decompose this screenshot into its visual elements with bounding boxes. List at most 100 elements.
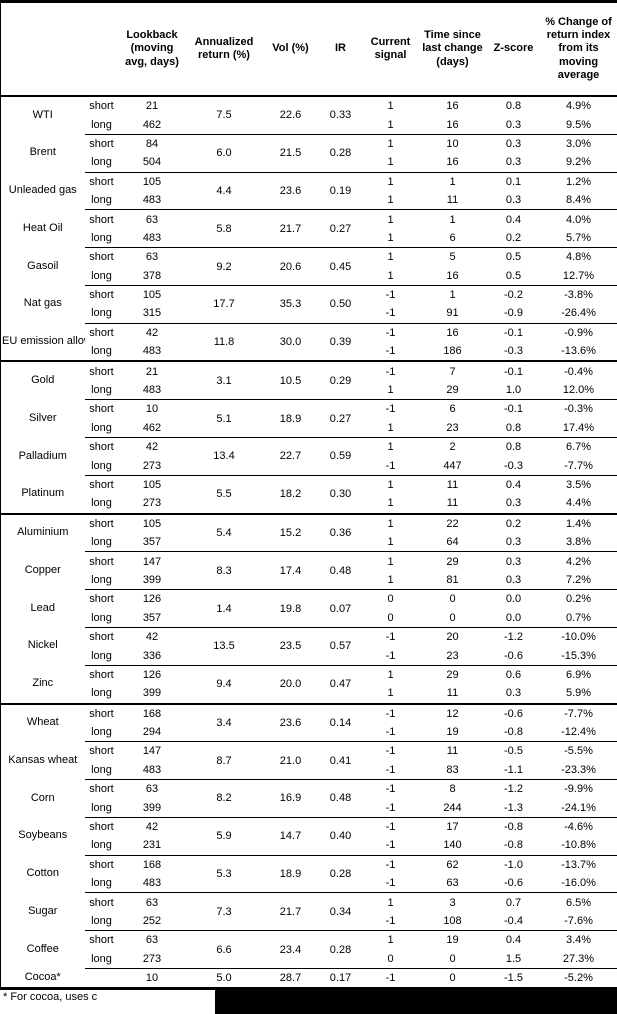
current-signal-value: 1 [362,133,419,154]
time-since-value: 91 [446,307,459,320]
lookback-value: 63 [118,247,186,267]
commodity-name-cell: Cotton [26,867,59,880]
current-signal-value: 1 [362,892,419,912]
table-row: long 336 -1 23 -0.6 -15.3% [1,646,617,665]
vol-value: 17.4 [262,551,319,590]
table-row: Unleaded gas short 105 4.4 23.6 0.19 1 1 0.1 1.2% [1,171,617,210]
lookback-value: 42 [118,322,186,343]
zscore-value: 0.8 [486,437,541,457]
lookback-value: 483 [142,763,162,776]
table-row: long 357 1 64 0.3 3.8% [1,533,617,552]
commodity-name-cell: Kansas wheat [8,753,78,766]
lookback-value: 273 [142,497,162,510]
current-signal-value: 1 [387,231,394,244]
table-row: long 231 -1 140 -0.8 -10.8% [1,836,617,855]
header-lookback: Lookback (moving avg, days) [118,1,186,97]
time-since-value: 11 [446,194,459,207]
pct-change-value: 6.9% [540,664,617,685]
zscore-value: -0.2 [486,284,541,305]
time-since-value: 11 [446,687,459,700]
annualized-return-value: 5.1 [185,399,263,438]
leg-label: short [84,551,119,571]
table-row: long 252 -1 108 -0.4 -7.6% [1,912,617,931]
current-signal-value: -1 [385,801,396,814]
lookback-value: 294 [142,726,162,739]
time-since-value: 0 [418,967,487,991]
current-signal-value: 1 [387,194,394,207]
zscore-value: 0.1 [486,171,541,191]
pct-change-value: 27.3% [562,952,595,965]
lookback-value: 42 [118,626,186,647]
pct-change-value: 1.2% [540,171,617,191]
pct-change-value: 0.2% [540,589,617,609]
leg-label: short [84,360,119,381]
zscore-value: 0.0 [486,589,541,609]
commodity-name-cell: Wheat [0,702,85,742]
pct-change-value: 5.9% [565,687,592,700]
table-body: WTI short 21 7.5 22.6 0.33 1 16 0.8 4.9% long 462 1 1… [0,95,617,991]
time-since-value: 10 [418,133,487,154]
current-signal-value: -1 [362,741,419,761]
zscore-value: 1.5 [505,952,522,965]
time-since-value: 1 [418,284,487,305]
lookback-value: 10 [118,399,186,419]
zscore-value: 0.0 [505,611,522,624]
table-row: long 483 1 6 0.2 5.7% [1,229,617,248]
time-since-value: 11 [418,474,487,495]
zscore-value: -1.1 [504,763,523,776]
lookback-value: 168 [118,854,186,875]
current-signal-value: -1 [385,307,396,320]
lookback-value: 315 [142,307,162,320]
zscore-value: -0.8 [504,726,523,739]
ir-value: 0.50 [318,284,363,324]
momentum-signals-table: Lookback (moving avg, days) Annualized r… [0,0,617,991]
time-since-value: 23 [446,649,459,662]
lookback-value: 105 [118,512,186,533]
annualized-return-value: 1.4 [185,589,263,628]
lookback-value: 462 [142,421,162,434]
table-row: long 357 0 0 0.0 0.7% [1,609,617,628]
ir-value: 0.47 [318,664,363,704]
lookback-value: 483 [142,384,162,397]
pct-change-value: 4.8% [540,247,617,267]
leg-label: short [84,474,119,495]
current-signal-value: 1 [387,573,394,586]
zscore-value: 0.3 [505,497,522,510]
zscore-value: 0.3 [486,133,541,154]
time-since-value: 0 [449,611,456,624]
leg-label [84,967,119,991]
leg-label: long [91,307,112,320]
pct-change-value: -13.6% [561,345,596,358]
current-signal-value: 1 [387,156,394,169]
vol-value: 20.6 [262,247,319,286]
table-row: long 483 -1 63 -0.6 -16.0% [1,874,617,893]
time-since-value: 5 [418,247,487,267]
leg-label: short [84,779,119,799]
time-since-value: 12 [418,702,487,723]
annualized-return-value: 13.4 [185,437,263,476]
table-row: long 294 -1 19 -0.8 -12.4% [1,723,617,742]
pct-change-value: 1.4% [540,512,617,533]
lookback-value: 252 [142,914,162,927]
leg-label: long [91,459,112,472]
zscore-value: 0.3 [505,536,522,549]
ir-value: 0.40 [318,816,363,856]
zscore-value: -0.6 [504,877,523,890]
leg-label: long [91,726,112,739]
leg-label: short [84,741,119,761]
header-time-since: Time since last change (days) [418,1,487,97]
table-row: EU emission allowancesshort4211.830.00.3… [1,322,617,362]
redaction-box [215,990,617,1014]
table-row: Wheat short 168 3.4 23.6 0.14 -1 12 -0.6 -7.7% [0,702,617,742]
table-row: long 378 1 16 0.5 12.7% [1,267,617,286]
zscore-value: -0.3 [504,459,523,472]
current-signal-value: -1 [385,726,396,739]
current-signal-value: 1 [387,421,394,434]
zscore-value: 0.3 [486,551,541,571]
time-since-value: 19 [446,726,459,739]
pct-change-value: 0.7% [565,611,592,624]
pct-change-value: -16.0% [561,877,596,890]
pct-change-value: 8.4% [565,194,592,207]
vol-value: 21.5 [262,133,319,173]
vol-value: 35.3 [262,284,319,324]
